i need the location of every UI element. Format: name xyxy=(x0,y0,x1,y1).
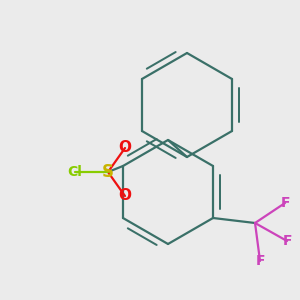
Text: F: F xyxy=(282,234,292,248)
Text: O: O xyxy=(118,140,131,155)
Text: F: F xyxy=(255,254,265,268)
Text: S: S xyxy=(102,163,114,181)
Text: F: F xyxy=(280,196,290,210)
Text: O: O xyxy=(118,188,131,203)
Text: Cl: Cl xyxy=(68,165,82,179)
